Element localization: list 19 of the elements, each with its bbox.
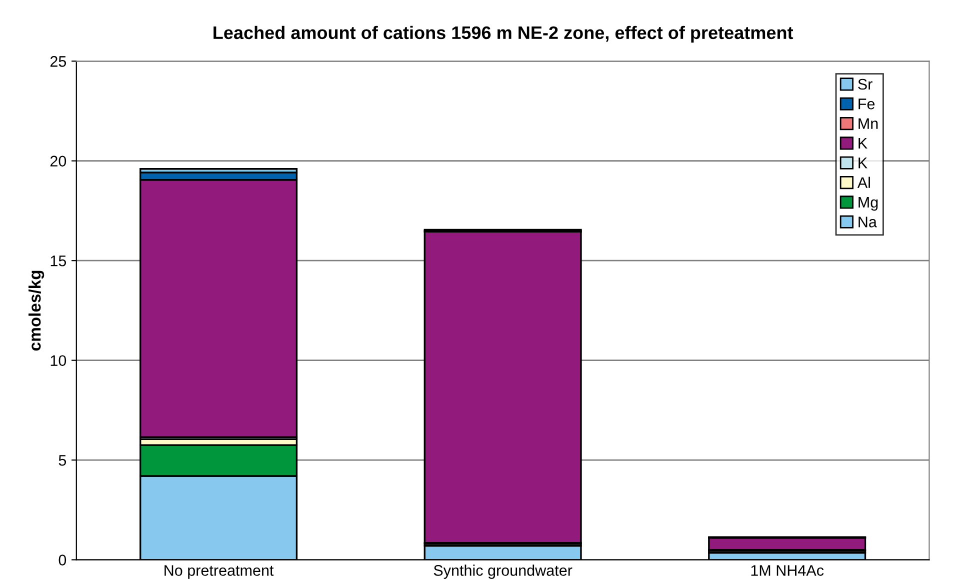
- x-tick-label: 1M NH4Ac: [751, 565, 824, 576]
- legend-label: K: [858, 138, 868, 149]
- legend-label: Fe: [858, 98, 875, 110]
- y-tick-label: 0: [58, 554, 66, 566]
- x-tick-label: Synthic groundwater: [434, 564, 572, 579]
- legend-label: Al: [857, 176, 870, 188]
- y-tick-label: 10: [50, 355, 66, 366]
- y-tick-label: 5: [58, 455, 66, 466]
- legend-label: Mn: [858, 118, 878, 129]
- legend-label: K: [858, 158, 868, 168]
- y-axis-title: cmoles/kg: [28, 270, 44, 351]
- y-tick-label: 20: [50, 156, 66, 167]
- y-tick-label: 15: [50, 256, 66, 266]
- y-tick-label: 25: [50, 56, 66, 67]
- chart-title: Leached amount of cations 1596 m NE-2 zone, effect of preteatment: [214, 26, 794, 43]
- legend-label: Sr: [858, 78, 872, 90]
- legend-label: Na: [858, 216, 877, 228]
- x-tick-label: No pretreatment: [164, 565, 274, 579]
- legend-label: Mg: [858, 197, 878, 211]
